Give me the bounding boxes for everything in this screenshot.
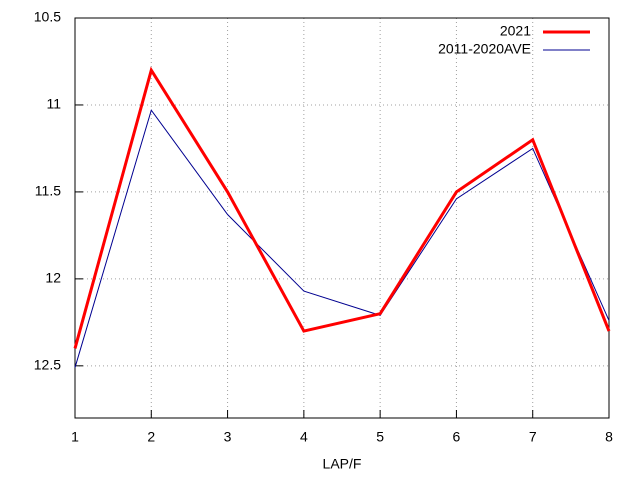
x-tick-label: 8 xyxy=(605,429,613,445)
x-tick-label: 1 xyxy=(71,429,79,445)
x-tick-label: 7 xyxy=(529,429,537,445)
y-tick-label: 10.5 xyxy=(34,9,61,25)
series-line xyxy=(73,66,611,349)
x-tick-label: 2 xyxy=(147,429,155,445)
y-tick-label: 11.5 xyxy=(35,183,61,199)
x-tick-label: 3 xyxy=(224,429,232,445)
series-line xyxy=(74,109,610,368)
x-axis-label: LAP/F xyxy=(323,456,362,472)
y-tick-label: 12 xyxy=(45,270,61,286)
plot-frame xyxy=(74,17,610,419)
legend-label: 2021 xyxy=(500,23,531,39)
x-tick-label: 4 xyxy=(300,429,308,445)
x-tick-label: 5 xyxy=(376,429,384,445)
y-tick-label: 11 xyxy=(46,96,61,112)
legend-label: 2011-2020AVE xyxy=(438,41,531,57)
y-tick-label: 12.5 xyxy=(34,357,61,373)
x-tick-label: 6 xyxy=(453,429,461,445)
